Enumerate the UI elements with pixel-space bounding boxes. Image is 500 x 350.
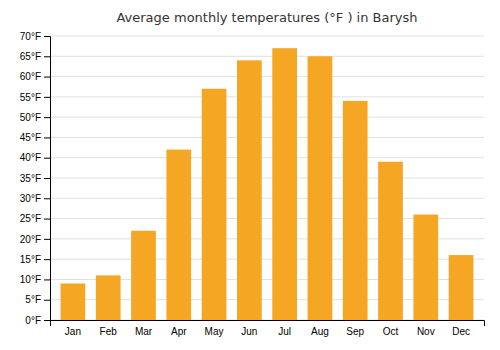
bar [343,101,368,320]
y-tick: 5°F [25,294,50,305]
x-tick-label: Jan [65,326,81,337]
y-tick-label: 65°F [20,51,41,62]
bar [237,60,262,320]
x-tick-label: Mar [135,326,153,337]
y-tick-label: 50°F [20,112,41,123]
x-tick: Sep [346,326,364,337]
chart: 0°F 5°F 10°F 15°F 20°F 25°F 30°F 35°F 40°F 45°F 50… [0,0,500,350]
y-tick-label: 45°F [20,132,41,143]
grid-line [50,96,484,97]
y-tick: 65°F [20,51,50,62]
x-tick-label: Nov [417,326,435,337]
bar [413,215,438,320]
y-tick: 20°F [20,234,50,245]
x-tick: May [205,326,224,337]
y-tick: 40°F [20,152,50,163]
y-tick: 60°F [20,71,50,82]
y-tick-mark [44,56,50,57]
bar [61,283,86,320]
y-tick-mark [44,279,50,280]
y-tick: 0°F [25,315,50,326]
x-tick-label: Dec [452,326,470,337]
bar [166,150,191,320]
y-tick: 25°F [20,213,50,224]
bar [378,162,403,320]
y-tick-mark [44,117,50,118]
x-tick-label: Aug [311,326,329,337]
x-tick: Jan [65,326,81,337]
y-tick-label: 10°F [20,274,41,285]
y-tick: 45°F [20,132,50,143]
grid-line [50,76,484,77]
y-tick-mark [44,178,50,179]
y-tick: 50°F [20,112,50,123]
y-tick-mark [44,36,50,37]
x-tick: Jul [278,326,291,337]
y-tick-mark [44,320,50,321]
grid-line [50,178,484,179]
y-tick: 55°F [20,92,50,103]
title: Average monthly temperatures (°F ) in Ba… [116,10,417,25]
bar [202,89,227,320]
bar [131,231,156,320]
y-tick: 30°F [20,193,50,204]
bar [308,56,333,320]
y-tick-mark [44,300,50,301]
y-tick-mark [44,198,50,199]
y-tick-label: 55°F [20,92,41,103]
y-tick-mark [44,77,50,78]
x-tick-label: Jun [241,326,257,337]
x-tick: Mar [135,326,153,337]
x-tick-label: Feb [100,326,118,337]
y-tick-mark [44,158,50,159]
plot-area [61,48,474,320]
grid-line [50,157,484,158]
grid-line [50,117,484,118]
x-tick-label: Apr [171,326,187,337]
y-axis: 0°F 5°F 10°F 15°F 20°F 25°F 30°F 35°F 40°F 45°F 50… [20,31,51,326]
x-tick-label: Oct [383,326,399,337]
bar [449,255,474,320]
y-tick: 70°F [20,31,50,42]
y-axis-line [44,37,51,321]
x-tick: Jun [241,326,257,337]
y-tick-label: 40°F [20,152,41,163]
grid-line [50,56,484,57]
y-tick-label: 60°F [20,71,41,82]
y-tick: 35°F [20,173,50,184]
x-tick: Nov [417,326,435,337]
grid-line [50,36,484,37]
y-tick-label: 5°F [25,294,41,305]
y-tick-label: 25°F [20,213,41,224]
y-tick-label: 35°F [20,173,41,184]
x-tick-label: May [205,326,224,337]
grid-line [50,198,484,199]
grid [50,36,484,320]
y-tick-mark [44,97,50,98]
y-tick-label: 20°F [20,234,41,245]
x-axis: Jan Feb Mar Apr May Jun Jul Aug Sep Oct Nov Dec [51,321,485,338]
x-tick: Aug [311,326,329,337]
y-tick-label: 0°F [25,315,41,326]
y-tick: 10°F [20,274,50,285]
y-tick-label: 30°F [20,193,41,204]
y-tick-mark [44,137,50,138]
x-tick-label: Jul [278,326,291,337]
y-tick-mark [44,219,50,220]
y-tick-label: 15°F [20,254,41,265]
y-tick-label: 70°F [20,31,41,42]
grid-line [50,137,484,138]
x-tick: Oct [383,326,399,337]
x-tick: Feb [100,326,118,337]
y-tick-mark [44,239,50,240]
y-tick-mark [44,259,50,260]
x-tick: Apr [171,326,187,337]
x-tick: Dec [452,326,470,337]
x-tick-label: Sep [346,326,364,337]
bar [96,275,121,320]
y-tick: 15°F [20,254,50,265]
bar [272,48,297,320]
